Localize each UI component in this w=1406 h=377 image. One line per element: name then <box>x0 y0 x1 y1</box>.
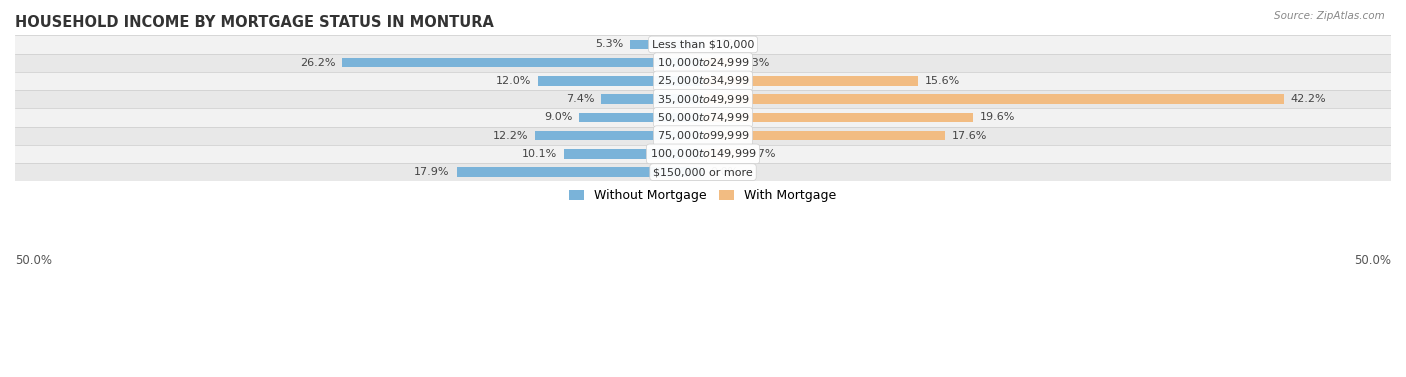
Text: 2.3%: 2.3% <box>741 58 770 68</box>
Text: HOUSEHOLD INCOME BY MORTGAGE STATUS IN MONTURA: HOUSEHOLD INCOME BY MORTGAGE STATUS IN M… <box>15 15 494 30</box>
Text: $150,000 or more: $150,000 or more <box>654 167 752 177</box>
Bar <box>15 35 1391 54</box>
Bar <box>703 131 945 140</box>
Bar <box>15 145 1391 163</box>
Text: 50.0%: 50.0% <box>15 254 52 267</box>
Bar <box>538 76 703 86</box>
Text: Less than $10,000: Less than $10,000 <box>652 40 754 49</box>
Bar <box>703 76 918 86</box>
Text: 42.2%: 42.2% <box>1291 94 1326 104</box>
Text: 50.0%: 50.0% <box>1354 254 1391 267</box>
Text: 5.3%: 5.3% <box>595 40 623 49</box>
Bar <box>579 113 703 122</box>
Text: 10.1%: 10.1% <box>522 149 557 159</box>
Bar <box>703 94 1284 104</box>
Text: $75,000 to $99,999: $75,000 to $99,999 <box>657 129 749 142</box>
Bar <box>457 167 703 177</box>
Text: 12.0%: 12.0% <box>496 76 531 86</box>
Text: 17.9%: 17.9% <box>415 167 450 177</box>
Bar <box>15 127 1391 145</box>
Bar <box>15 90 1391 108</box>
Bar <box>630 40 703 49</box>
Bar <box>15 72 1391 90</box>
Text: $25,000 to $34,999: $25,000 to $34,999 <box>657 74 749 87</box>
Bar <box>703 149 740 159</box>
Text: 2.7%: 2.7% <box>747 149 776 159</box>
Bar <box>602 94 703 104</box>
Text: $35,000 to $49,999: $35,000 to $49,999 <box>657 93 749 106</box>
Text: 7.4%: 7.4% <box>565 94 595 104</box>
Text: $10,000 to $24,999: $10,000 to $24,999 <box>657 56 749 69</box>
Bar <box>343 58 703 67</box>
Text: 9.0%: 9.0% <box>544 112 572 123</box>
Text: 17.6%: 17.6% <box>952 131 987 141</box>
Bar <box>564 149 703 159</box>
Text: 19.6%: 19.6% <box>980 112 1015 123</box>
Bar <box>15 163 1391 181</box>
Text: 26.2%: 26.2% <box>299 58 336 68</box>
Bar <box>15 108 1391 127</box>
Bar <box>703 113 973 122</box>
Text: Source: ZipAtlas.com: Source: ZipAtlas.com <box>1274 11 1385 21</box>
Text: 0.0%: 0.0% <box>710 40 738 49</box>
Text: $100,000 to $149,999: $100,000 to $149,999 <box>650 147 756 160</box>
Text: 0.0%: 0.0% <box>710 167 738 177</box>
Text: 15.6%: 15.6% <box>925 76 960 86</box>
Text: $50,000 to $74,999: $50,000 to $74,999 <box>657 111 749 124</box>
Legend: Without Mortgage, With Mortgage: Without Mortgage, With Mortgage <box>564 184 842 207</box>
Bar <box>15 54 1391 72</box>
Text: 12.2%: 12.2% <box>492 131 529 141</box>
Bar <box>536 131 703 140</box>
Bar <box>703 58 735 67</box>
